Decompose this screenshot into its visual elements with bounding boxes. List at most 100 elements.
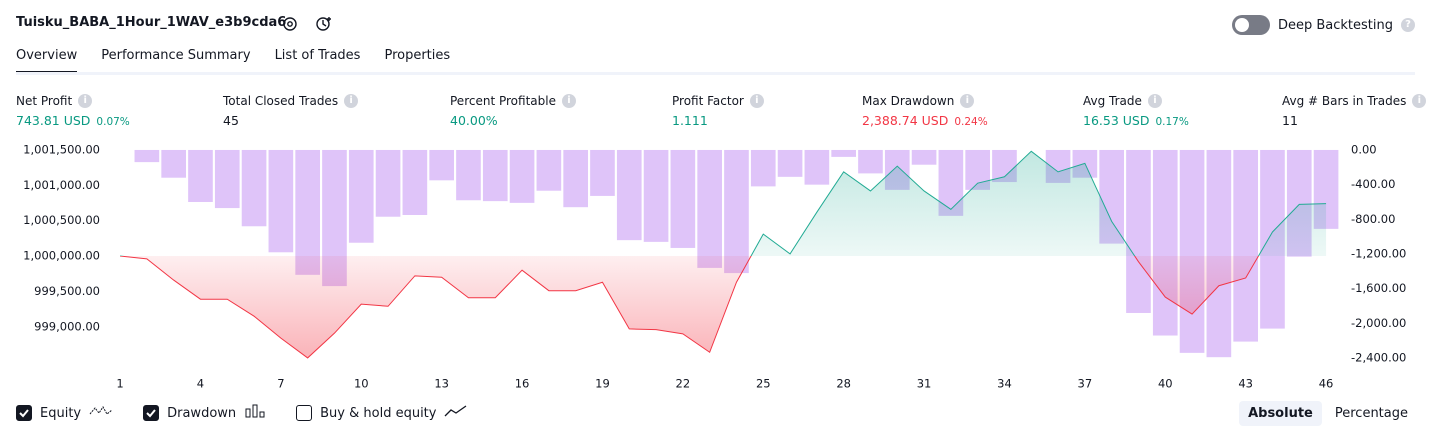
x-tick-label: 19 bbox=[595, 377, 610, 391]
legend-icon bbox=[244, 404, 266, 422]
checkbox[interactable] bbox=[296, 405, 313, 421]
info-icon: i bbox=[344, 94, 359, 108]
legend-item[interactable]: Drawdown bbox=[143, 404, 266, 422]
metric-value: 40.00% bbox=[450, 113, 498, 128]
y-tick-label: 999,500.00 bbox=[34, 284, 100, 298]
x-tick-label: 34 bbox=[997, 377, 1012, 391]
metric-value: 45 bbox=[223, 113, 239, 128]
deep-backtesting[interactable]: Deep Backtesting ? bbox=[1231, 15, 1415, 35]
mode-button[interactable]: Absolute bbox=[1239, 401, 1322, 426]
drawdown-bar bbox=[161, 149, 186, 178]
x-tick-label: 28 bbox=[836, 377, 851, 391]
drawdown-bar bbox=[402, 149, 428, 215]
x-tick-label: 31 bbox=[917, 377, 932, 391]
drawdown-bar bbox=[509, 149, 535, 203]
drawdown-bar bbox=[697, 149, 722, 268]
y2-tick-label: -2,000.00 bbox=[1351, 316, 1406, 330]
drawdown-bar bbox=[643, 149, 669, 242]
drawdown-bar bbox=[563, 149, 588, 208]
drawdown-bar bbox=[804, 149, 830, 185]
metric-value: 16.53 USD bbox=[1083, 113, 1150, 128]
metric-value: 2,388.74 USD bbox=[862, 113, 949, 128]
y2-tick-label: -400.00 bbox=[1351, 177, 1395, 191]
x-tick-label: 46 bbox=[1319, 377, 1334, 391]
drawdown-bar bbox=[268, 149, 294, 253]
drawdown-bar bbox=[1206, 149, 1232, 358]
tab[interactable]: List of Trades bbox=[274, 48, 361, 63]
tab-divider bbox=[16, 72, 1415, 75]
y-tick-label: 1,000,000.00 bbox=[23, 249, 100, 263]
metric-value: 11 bbox=[1282, 113, 1298, 128]
legend-label: Equity bbox=[40, 405, 82, 421]
equity-area bbox=[120, 151, 1327, 358]
drawdown-bar bbox=[750, 149, 776, 187]
metric-label: Max Drawdown bbox=[862, 94, 955, 108]
metric-value: 743.81 USD bbox=[16, 113, 91, 128]
metric-value: 1.111 bbox=[672, 113, 708, 128]
drawdown-bar bbox=[616, 149, 642, 241]
drawdown-bar bbox=[670, 149, 696, 248]
tab[interactable]: Properties bbox=[384, 48, 451, 63]
drawdown-bar bbox=[831, 149, 856, 157]
tabs: Overview Performance Summary List of Trade… bbox=[16, 48, 450, 74]
info-icon: i bbox=[749, 94, 764, 108]
title-icons bbox=[283, 17, 331, 31]
drawdown-bar bbox=[536, 149, 562, 191]
equity-line bbox=[120, 150, 1327, 359]
y2-tick-label: -2,400.00 bbox=[1351, 351, 1406, 365]
drawdown-bar bbox=[724, 149, 749, 274]
mode-button[interactable]: Percentage bbox=[1334, 406, 1408, 421]
info-icon: i bbox=[78, 94, 93, 108]
drawdown-bar bbox=[188, 149, 213, 202]
metric: Avg Trade i 16.53 USD 0.17% bbox=[1083, 94, 1189, 128]
metric: Avg # Bars in Trades i 11 bbox=[1282, 94, 1427, 128]
metric-label-row: Profit Factor i bbox=[672, 94, 764, 108]
checkbox[interactable] bbox=[143, 405, 160, 421]
drawdown-bar bbox=[1152, 149, 1178, 336]
x-tick-label: 25 bbox=[756, 377, 771, 391]
metric-percent: 0.24% bbox=[954, 116, 988, 128]
x-tick-label: 10 bbox=[354, 377, 369, 391]
drawdown-bar bbox=[214, 149, 240, 209]
drawdown-bar bbox=[911, 149, 937, 165]
x-tick-label: 4 bbox=[197, 377, 204, 391]
checkbox[interactable] bbox=[16, 405, 32, 421]
x-tick-label: 40 bbox=[1158, 377, 1173, 391]
legend-item[interactable]: Equity bbox=[16, 404, 113, 422]
drawdown-bar bbox=[1179, 149, 1205, 353]
info-icon: i bbox=[1412, 94, 1427, 108]
deep-backtesting-label: Deep Backtesting bbox=[1277, 17, 1393, 33]
metric-label-row: Avg # Bars in Trades i bbox=[1282, 94, 1427, 108]
metric-label: Profit Factor bbox=[672, 94, 744, 108]
x-tick-label: 22 bbox=[676, 377, 691, 391]
y-tick-label: 999,000.00 bbox=[34, 319, 100, 333]
legend-label: Buy & hold equity bbox=[320, 405, 437, 421]
legend-label: Drawdown bbox=[167, 405, 237, 421]
metric-value-row: 1.111 bbox=[672, 113, 764, 128]
info-icon: i bbox=[1147, 94, 1162, 108]
legend-icon bbox=[444, 404, 468, 422]
y-tick-label: 1,001,000.00 bbox=[23, 178, 100, 192]
metric-value-row: 743.81 USD 0.07% bbox=[16, 113, 130, 128]
tab[interactable]: Overview bbox=[16, 48, 78, 74]
x-tick-label: 7 bbox=[277, 377, 284, 391]
y-tick-label: 1,001,500.00 bbox=[23, 142, 100, 156]
drawdown-bar bbox=[1126, 149, 1151, 313]
legend-item[interactable]: Buy & hold equity bbox=[296, 404, 468, 422]
metric-label: Avg Trade bbox=[1083, 94, 1142, 108]
y2-tick-label: 0.00 bbox=[1351, 142, 1377, 156]
drawdown-bar bbox=[241, 149, 267, 227]
metric-label: Percent Profitable bbox=[450, 94, 556, 108]
info-icon: i bbox=[960, 94, 975, 108]
drawdown-bar bbox=[482, 149, 508, 202]
drawdown-bar bbox=[858, 149, 883, 174]
x-tick-label: 13 bbox=[434, 377, 449, 391]
toggle[interactable] bbox=[1231, 15, 1270, 35]
metric-label-row: Total Closed Trades i bbox=[223, 94, 359, 108]
metric-label-row: Max Drawdown i bbox=[862, 94, 988, 108]
tab[interactable]: Performance Summary bbox=[101, 48, 251, 63]
metric-value-row: 2,388.74 USD 0.24% bbox=[862, 113, 988, 128]
metric-percent: 0.17% bbox=[1155, 116, 1189, 128]
drawdown-bar bbox=[456, 149, 481, 201]
drawdown-bar bbox=[590, 149, 615, 196]
